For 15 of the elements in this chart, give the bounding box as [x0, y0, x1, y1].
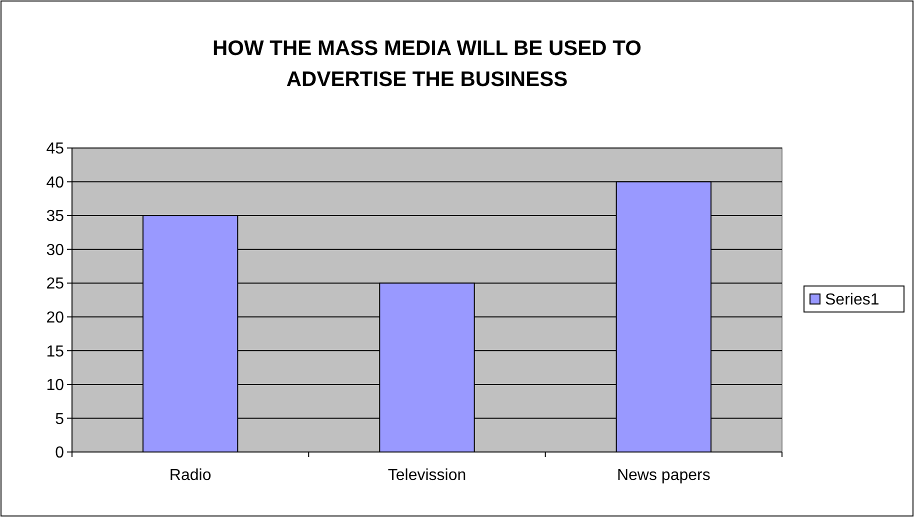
- legend-label: Series1: [825, 292, 880, 309]
- y-tick-label: 40: [46, 174, 64, 192]
- y-tick-label: 20: [46, 309, 64, 326]
- y-tick-label: 25: [46, 276, 64, 293]
- y-tick-label: 0: [55, 444, 64, 462]
- y-tick-label: 30: [46, 242, 64, 259]
- y-tick-label: 5: [55, 410, 64, 428]
- x-tick-label: Televission: [388, 467, 466, 484]
- chart-title: HOW THE MASS MEDIA WILL BE USED TO ADVERTISE THE BUSINESS: [212, 37, 642, 91]
- y-tick-label: 10: [46, 377, 64, 394]
- x-tick-label: Radio: [169, 467, 212, 484]
- y-tick-label: 45: [46, 140, 64, 158]
- x-tick-label: News papers: [616, 467, 710, 484]
- y-tick-label: 15: [46, 343, 64, 360]
- y-tick-label: 35: [46, 208, 64, 226]
